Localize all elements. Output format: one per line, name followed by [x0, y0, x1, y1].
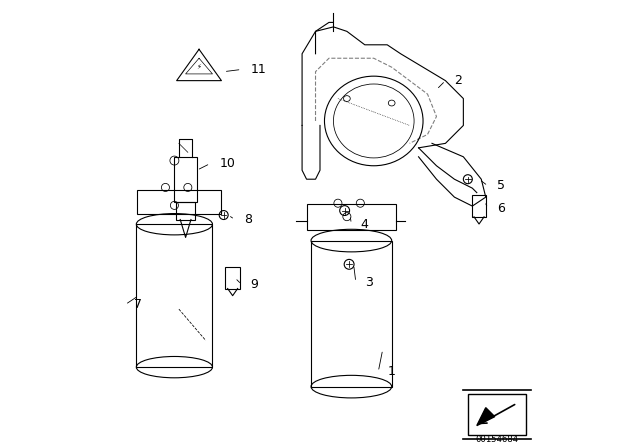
Text: 5: 5 [497, 179, 505, 193]
Text: 9: 9 [251, 278, 259, 291]
Bar [472, 195, 486, 217]
Text: 4: 4 [360, 217, 368, 231]
Text: 8: 8 [244, 213, 252, 226]
Bar [175, 157, 197, 202]
Text: 11: 11 [251, 63, 266, 76]
Text: 10: 10 [220, 157, 235, 170]
Text: 3: 3 [365, 276, 372, 289]
Bar [307, 204, 396, 230]
Text: 2: 2 [454, 74, 462, 87]
Bar [137, 190, 221, 214]
Text: ⚡: ⚡ [196, 64, 202, 70]
Bar [311, 241, 392, 387]
Text: 00154684: 00154684 [476, 435, 518, 444]
Text: 7: 7 [134, 298, 142, 311]
Bar [136, 224, 212, 367]
Text: 6: 6 [497, 202, 505, 215]
Polygon shape [477, 408, 495, 426]
Bar [468, 394, 526, 435]
Bar [225, 267, 240, 289]
Bar [176, 202, 195, 220]
Text: 1: 1 [387, 365, 395, 379]
